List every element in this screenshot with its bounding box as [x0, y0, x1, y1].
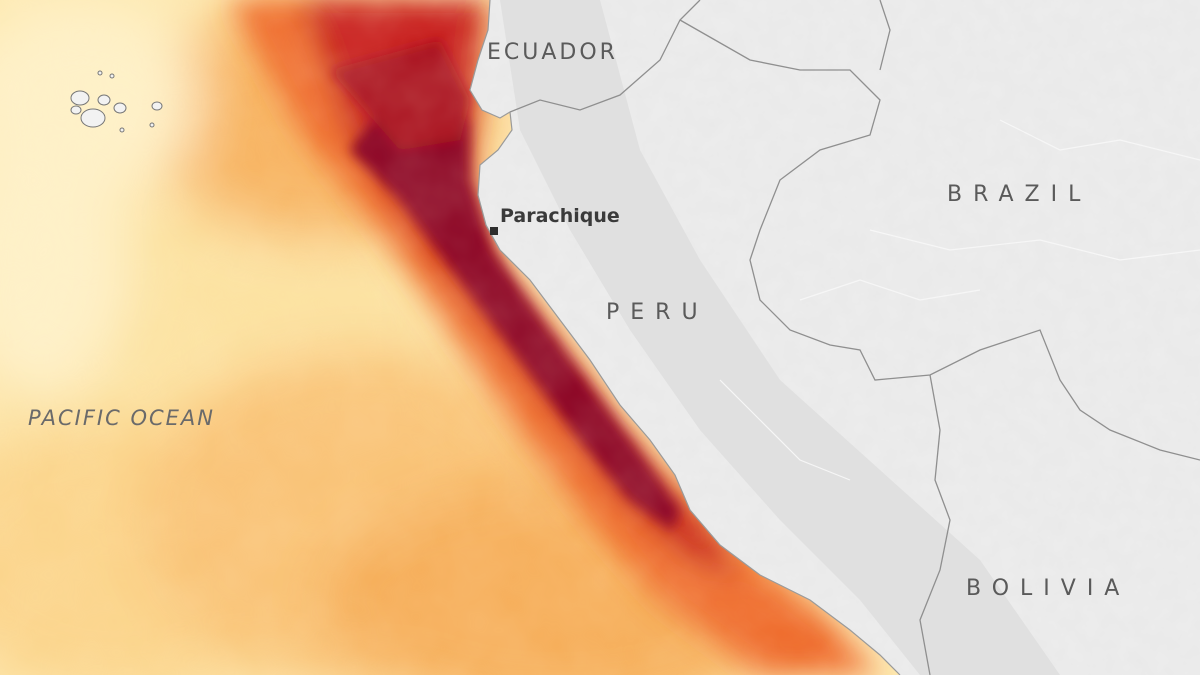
- label-bolivia: BOLIVIA: [966, 576, 1131, 601]
- country-borders: [509, 0, 1200, 675]
- galapagos-islands: [70, 70, 163, 133]
- label-ecuador: ECUADOR: [487, 40, 618, 65]
- coastline: [469, 0, 901, 675]
- label-peru: PERU: [606, 300, 709, 325]
- city-marker-icon[interactable]: [490, 227, 498, 235]
- label-brazil: BRAZIL: [947, 182, 1092, 207]
- label-pacific-ocean: PACIFIC OCEAN: [28, 406, 215, 430]
- label-city-parachique[interactable]: Parachique: [500, 205, 620, 227]
- rivers: [719, 119, 1200, 481]
